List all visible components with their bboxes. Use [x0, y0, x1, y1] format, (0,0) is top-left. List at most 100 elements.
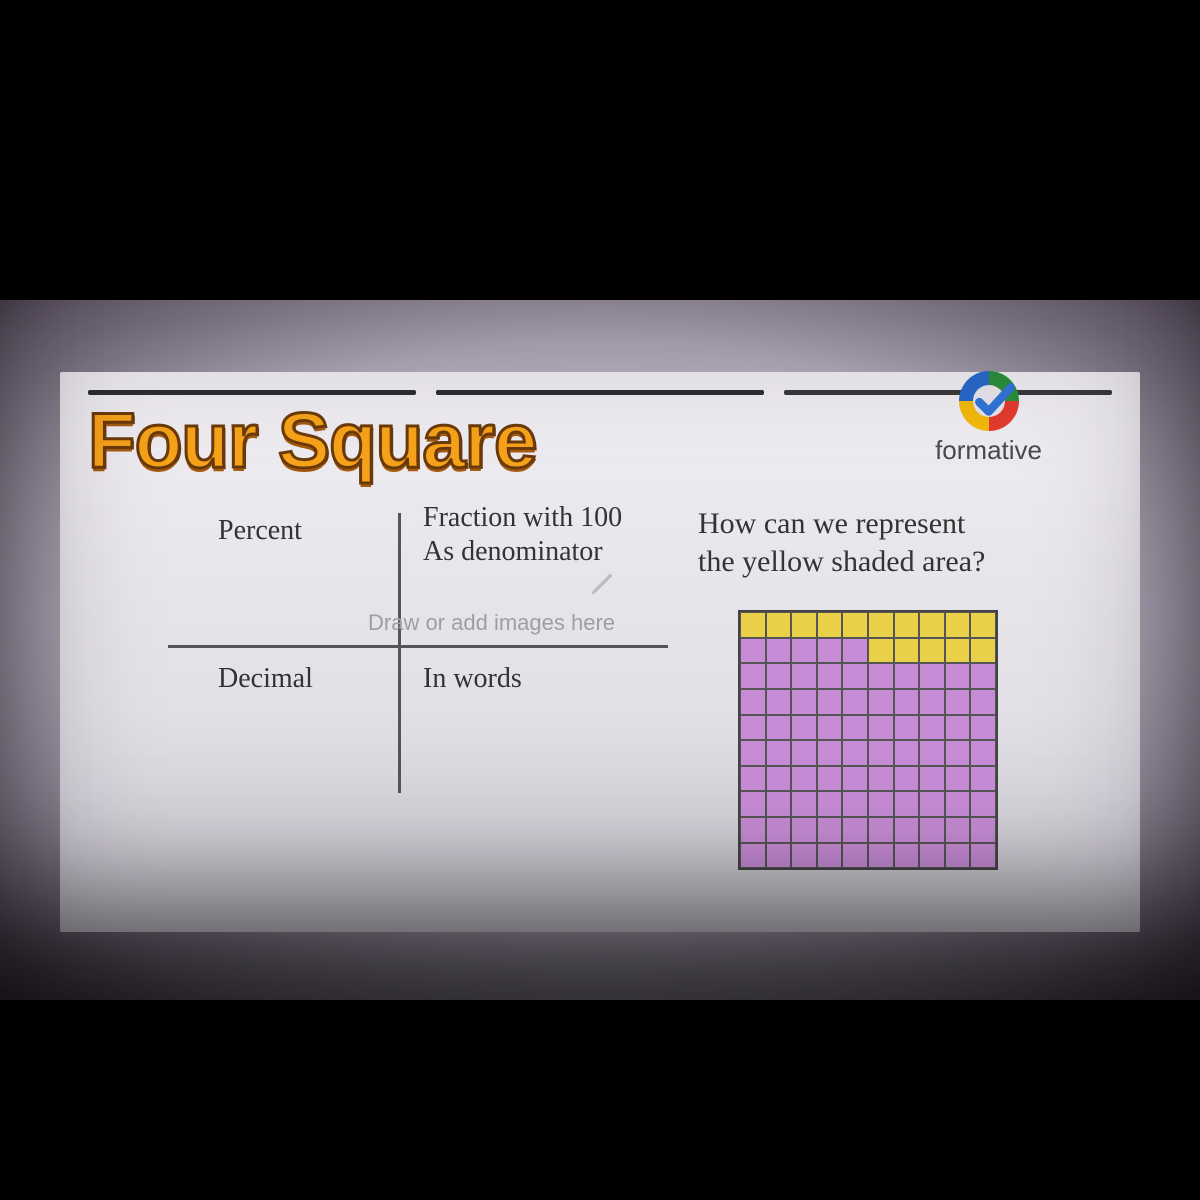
- grid-cell: [791, 817, 817, 843]
- rule-segment: [784, 390, 1112, 395]
- grid-cell: [842, 715, 868, 741]
- grid-cell: [894, 612, 920, 638]
- grid-cell: [868, 791, 894, 817]
- grid-cell: [868, 740, 894, 766]
- brand-block: formative: [935, 371, 1042, 466]
- grid-cell: [894, 740, 920, 766]
- photo-screen-region: Four Square formative Percent Fraction w…: [0, 300, 1200, 1000]
- grid-cell: [817, 843, 843, 869]
- grid-cell: [868, 766, 894, 792]
- grid-cell: [766, 612, 792, 638]
- grid-cell: [894, 766, 920, 792]
- grid-cell: [919, 791, 945, 817]
- prompt-question: How can we represent the yellow shaded a…: [698, 505, 1102, 580]
- grid-cell: [817, 689, 843, 715]
- checkmark-icon: [973, 379, 1015, 421]
- grid-cell: [766, 715, 792, 741]
- right-column: How can we represent the yellow shaded a…: [698, 495, 1112, 870]
- grid-cell: [945, 663, 971, 689]
- quadrant-fraction-label: Fraction with 100 As denominator: [423, 501, 622, 568]
- worksheet-title: Four Square: [88, 401, 536, 475]
- grid-cell: [740, 638, 766, 664]
- grid-cell: [945, 843, 971, 869]
- grid-cell: [842, 766, 868, 792]
- grid-cell: [970, 689, 996, 715]
- grid-cell: [791, 715, 817, 741]
- pencil-icon[interactable]: [588, 570, 616, 598]
- content-row: Percent Fraction with 100 As denominator…: [88, 495, 1112, 870]
- grid-cell: [817, 638, 843, 664]
- grid-cell: [919, 740, 945, 766]
- rule-segment: [436, 390, 764, 395]
- grid-cell: [868, 817, 894, 843]
- grid-cell: [919, 689, 945, 715]
- grid-cell: [919, 715, 945, 741]
- grid-cell: [842, 663, 868, 689]
- grid-cell: [740, 740, 766, 766]
- grid-cell: [842, 791, 868, 817]
- grid-cell: [791, 766, 817, 792]
- brand-label: formative: [935, 435, 1042, 466]
- grid-cell: [740, 843, 766, 869]
- grid-cell: [740, 766, 766, 792]
- hundred-grid-diagram: [738, 610, 998, 870]
- grid-cell: [894, 715, 920, 741]
- grid-cell: [919, 663, 945, 689]
- grid-cell: [970, 638, 996, 664]
- question-line2: the yellow shaded area?: [698, 545, 985, 578]
- grid-cell: [817, 663, 843, 689]
- grid-cell: [945, 638, 971, 664]
- grid-cell: [945, 715, 971, 741]
- grid-cell: [740, 612, 766, 638]
- grid-cell: [970, 766, 996, 792]
- formative-logo-icon: [959, 371, 1019, 431]
- grid-cell: [894, 638, 920, 664]
- grid-cell: [842, 612, 868, 638]
- grid-cell: [970, 663, 996, 689]
- quadrant-percent-label: Percent: [218, 515, 302, 547]
- grid-cell: [894, 689, 920, 715]
- grid-cell: [791, 612, 817, 638]
- grid-cell: [791, 740, 817, 766]
- four-square-organizer[interactable]: Percent Fraction with 100 As denominator…: [168, 495, 668, 795]
- grid-cell: [740, 817, 766, 843]
- grid-cell: [842, 817, 868, 843]
- grid-cell: [842, 638, 868, 664]
- grid-cell: [945, 766, 971, 792]
- grid-cell: [740, 791, 766, 817]
- grid-cell: [766, 766, 792, 792]
- grid-cell: [970, 612, 996, 638]
- vertical-divider: [398, 513, 401, 793]
- grid-cell: [842, 740, 868, 766]
- grid-cell: [766, 791, 792, 817]
- fraction-line2: As denominator: [423, 536, 603, 567]
- grid-cell: [766, 689, 792, 715]
- grid-cell: [766, 843, 792, 869]
- grid-cell: [766, 740, 792, 766]
- grid-cell: [868, 689, 894, 715]
- grid-cell: [868, 638, 894, 664]
- quadrant-in-words-label: In words: [423, 663, 522, 695]
- quadrant-decimal-label: Decimal: [218, 663, 313, 695]
- grid-cell: [817, 766, 843, 792]
- grid-cell: [919, 612, 945, 638]
- grid-cell: [894, 843, 920, 869]
- grid-cell: [842, 843, 868, 869]
- grid-cell: [817, 715, 843, 741]
- grid-cell: [945, 740, 971, 766]
- grid-cell: [945, 817, 971, 843]
- grid-cell: [740, 689, 766, 715]
- grid-cell: [740, 715, 766, 741]
- grid-cell: [894, 663, 920, 689]
- horizontal-divider: [168, 645, 668, 648]
- worksheet-card: Four Square formative Percent Fraction w…: [60, 372, 1140, 932]
- grid-cell: [970, 843, 996, 869]
- grid-cell: [791, 843, 817, 869]
- fraction-line1: Fraction with 100: [423, 502, 622, 533]
- grid-cell: [766, 663, 792, 689]
- rule-segment: [88, 390, 416, 395]
- grid-cell: [817, 612, 843, 638]
- grid-cell: [919, 843, 945, 869]
- grid-cell: [868, 843, 894, 869]
- grid-cell: [766, 817, 792, 843]
